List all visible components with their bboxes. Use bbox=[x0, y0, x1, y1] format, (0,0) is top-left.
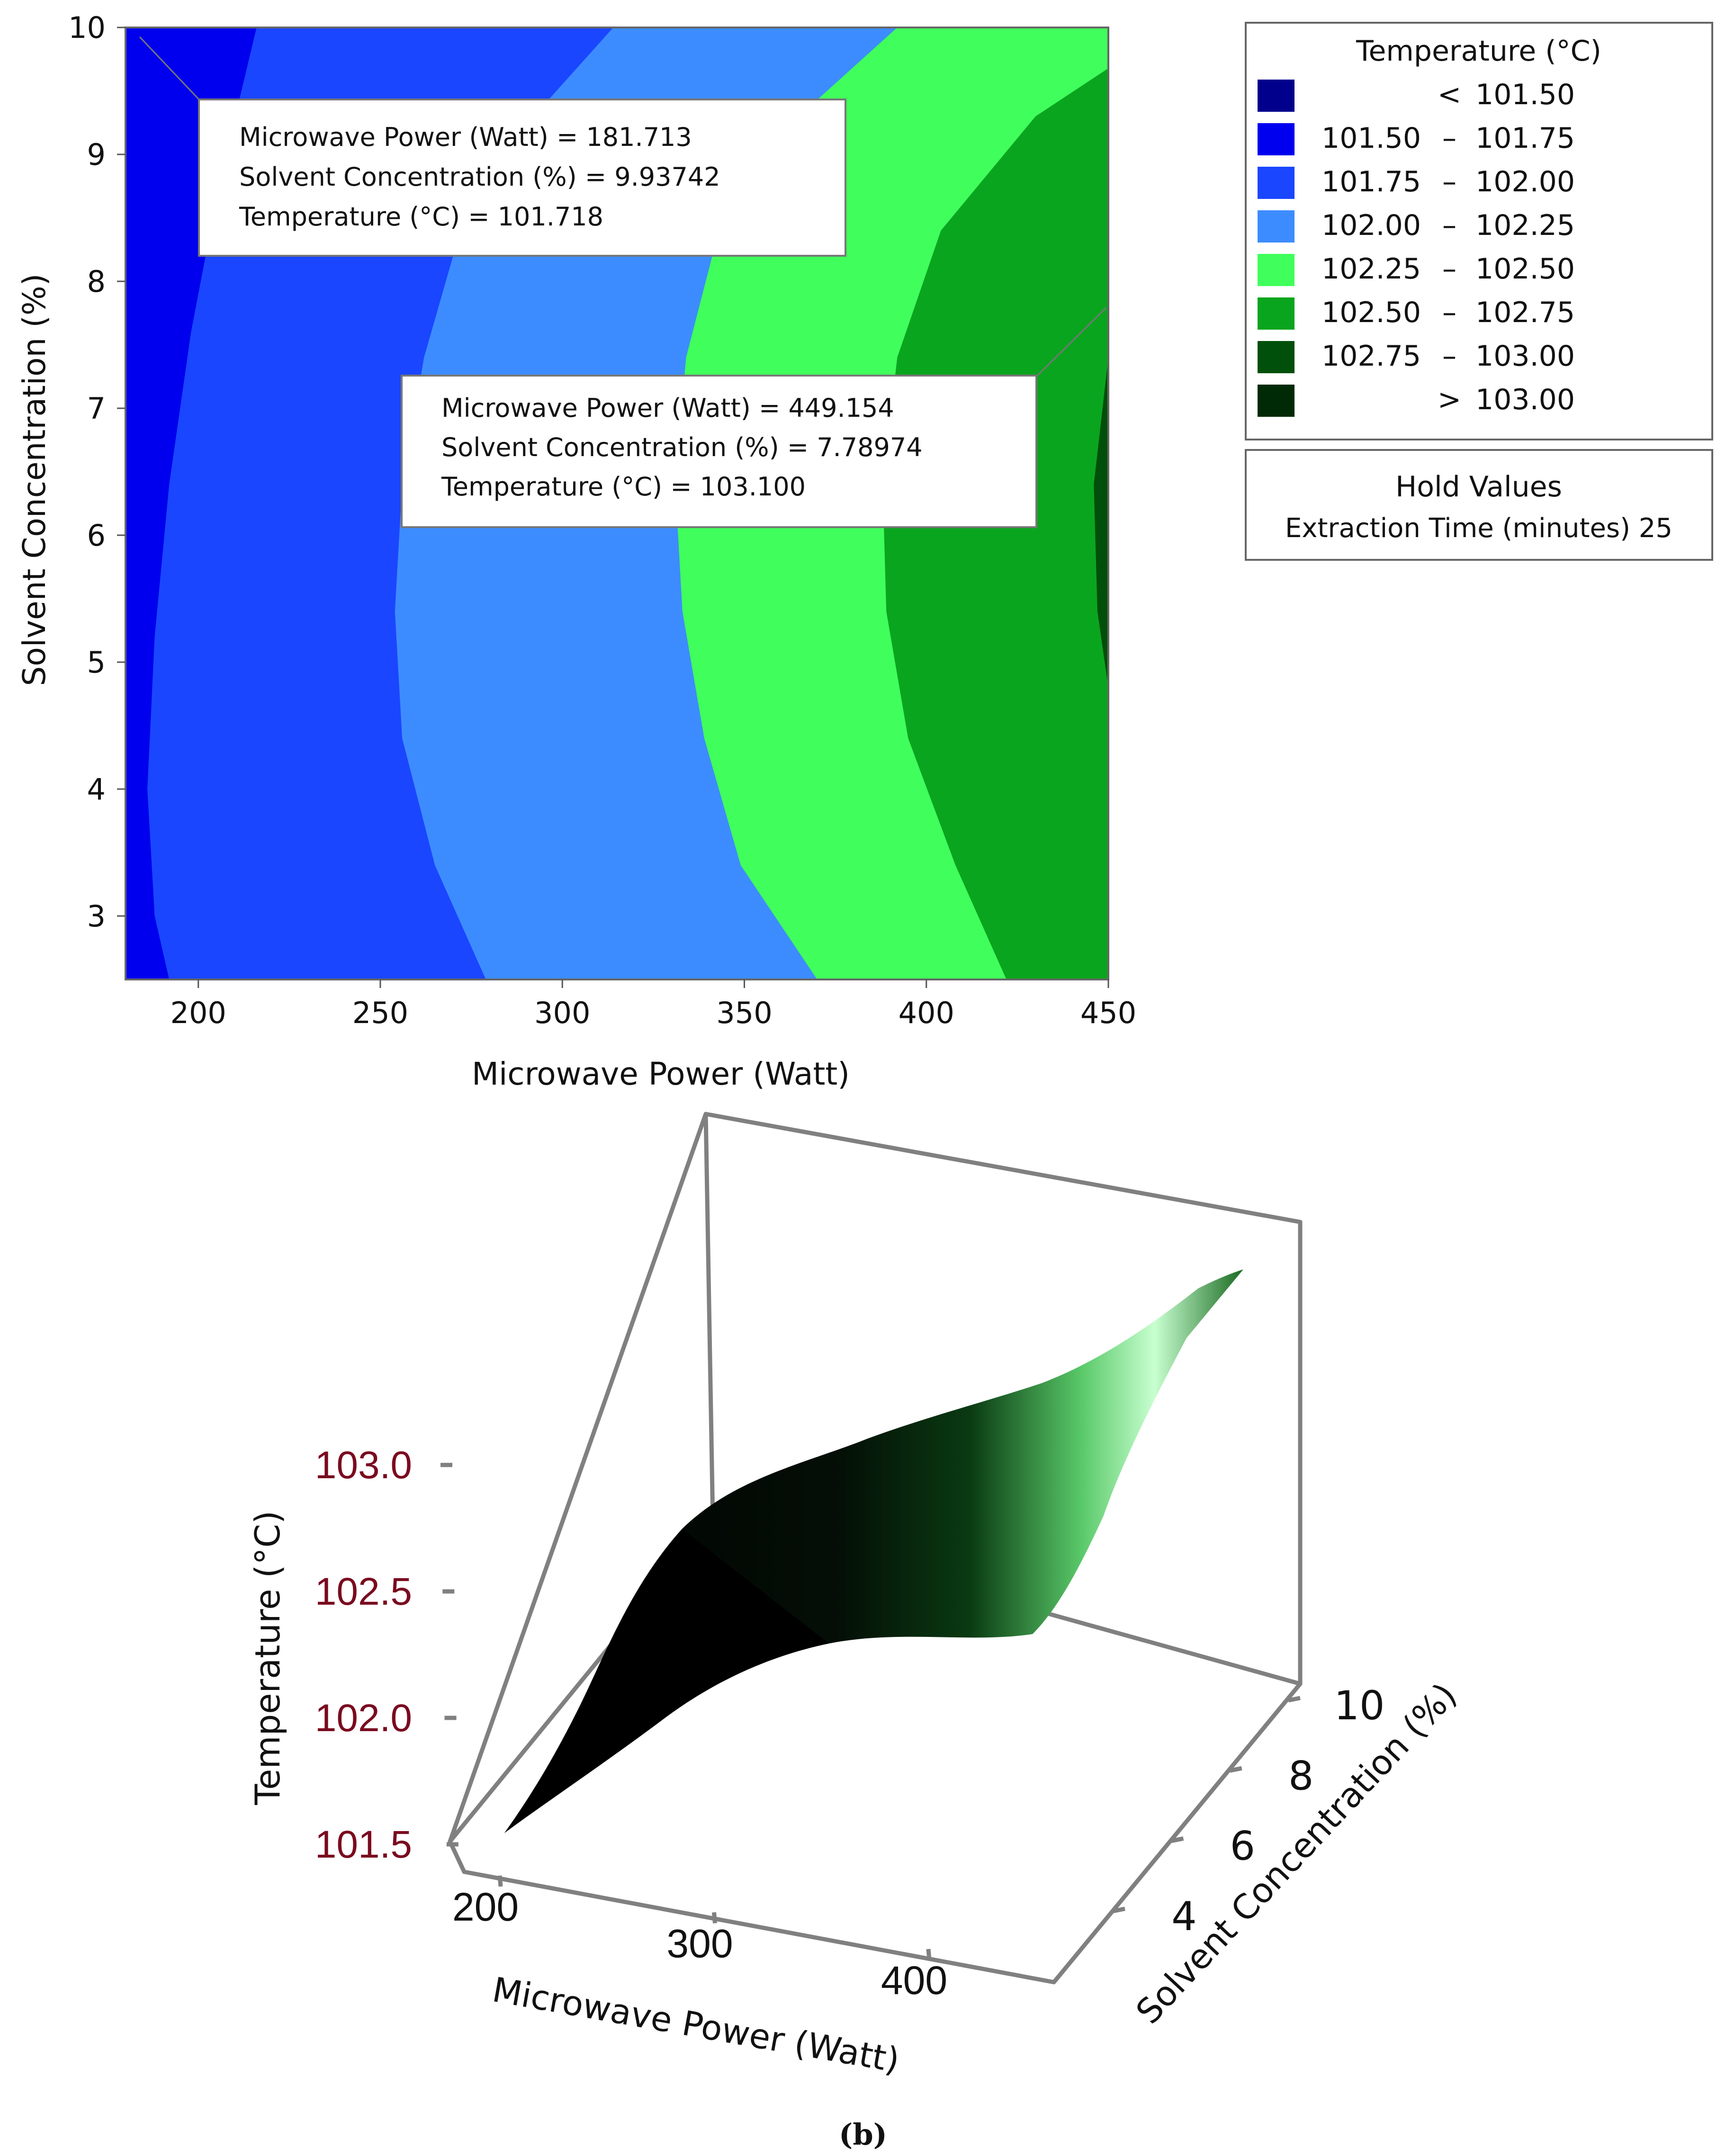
legend-swatch bbox=[1258, 167, 1294, 199]
surface-y-tick-label: 4 bbox=[1171, 1893, 1196, 1940]
contour-y-tick-label: 8 bbox=[87, 264, 106, 299]
contour-x-tick-label: 300 bbox=[534, 996, 590, 1030]
legend-range-high: 103.00 bbox=[1475, 383, 1575, 416]
contour-x-tick-label: 400 bbox=[899, 996, 954, 1030]
legend-range-high: 101.75 bbox=[1475, 122, 1575, 155]
surface-z-axis-label: Temperature (°C) bbox=[248, 1510, 288, 1805]
surface-y-tick-mark bbox=[1229, 1766, 1242, 1773]
legend-range-high: 102.25 bbox=[1475, 209, 1575, 242]
legend-separator: > bbox=[1438, 383, 1461, 416]
legend-separator: < bbox=[1438, 78, 1461, 111]
contour-band bbox=[1094, 357, 1108, 688]
surface-z-tick-label: 102.5 bbox=[315, 1570, 412, 1613]
contour-x-tick-label: 200 bbox=[171, 996, 226, 1030]
annotation-2-line-1: Microwave Power (Watt) = 449.154 bbox=[441, 393, 894, 423]
contour-y-axis-label: Solvent Concentration (%) bbox=[16, 273, 53, 686]
contour-y-tick-label: 7 bbox=[87, 391, 106, 426]
surface-x-tick-mark bbox=[926, 1949, 932, 1960]
legend-range-high: 102.00 bbox=[1475, 165, 1575, 198]
legend-swatch bbox=[1258, 385, 1294, 417]
surface-y-tick-mark bbox=[1288, 1696, 1301, 1703]
surface-x-tick-label: 300 bbox=[666, 1922, 733, 1966]
surface-y-tick-label: 8 bbox=[1288, 1752, 1313, 1799]
legend-swatch bbox=[1258, 210, 1294, 243]
surface-x-tick-label: 400 bbox=[881, 1958, 947, 2003]
legend-swatch bbox=[1258, 297, 1294, 330]
surface-z-tick-label: 101.5 bbox=[315, 1823, 412, 1866]
figure-caption: (b) bbox=[839, 2117, 887, 2152]
hold-values-box: Hold Values Extraction Time (minutes) 25 bbox=[1245, 449, 1713, 561]
surface-shading bbox=[504, 1529, 829, 1833]
contour-plot-frame bbox=[125, 27, 1109, 980]
legend-separator: – bbox=[1442, 165, 1456, 198]
annotation-box-1: Microwave Power (Watt) = 181.713 Solvent… bbox=[198, 99, 846, 257]
legend-range-low: 101.75 bbox=[1321, 165, 1421, 198]
hold-values-text: Extraction Time (minutes) 25 bbox=[1285, 513, 1672, 544]
legend-swatch bbox=[1258, 123, 1294, 155]
hold-values-title: Hold Values bbox=[1395, 470, 1562, 503]
surface-z-tick-label: 102.0 bbox=[315, 1697, 412, 1740]
legend-range-high: 101.50 bbox=[1475, 78, 1575, 111]
legend-separator: – bbox=[1442, 209, 1456, 242]
legend-swatch bbox=[1258, 80, 1294, 112]
contour-chart: 200 250 300 350 400 450 3 4 5 6 7 8 9 10 Microwave P… bbox=[16, 10, 1136, 1092]
legend-swatch bbox=[1258, 254, 1294, 286]
annotation-1-leader bbox=[139, 36, 200, 100]
contour-y-tick-label: 4 bbox=[87, 772, 106, 807]
contour-y-tick-label: 3 bbox=[87, 899, 106, 934]
annotation-1-line-1: Microwave Power (Watt) = 181.713 bbox=[239, 122, 692, 152]
annotation-box-2: Microwave Power (Watt) = 449.154 Solvent… bbox=[401, 375, 1037, 528]
surface-y-tick-label: 6 bbox=[1230, 1823, 1255, 1869]
surface-x-tick-mark bbox=[497, 1875, 503, 1887]
surface-chart: 101.5 102.0 102.5 103.0 200 300 400 468 10 Tem… bbox=[248, 1112, 1465, 2080]
legend-separator: – bbox=[1442, 122, 1456, 155]
annotation-2-leader bbox=[1036, 307, 1107, 377]
legend-range-low: 102.00 bbox=[1321, 209, 1421, 242]
legend-range-low: 102.50 bbox=[1321, 296, 1421, 329]
legend-separator: – bbox=[1442, 296, 1456, 329]
contour-y-tick-label: 9 bbox=[87, 137, 106, 172]
contour-x-tick-label: 250 bbox=[352, 996, 408, 1030]
contour-y-tick-label: 10 bbox=[68, 10, 106, 45]
surface-y-tick-mark bbox=[1171, 1836, 1184, 1843]
contour-x-axis-label: Microwave Power (Watt) bbox=[472, 1056, 850, 1092]
surface-y-axis-label: Solvent Concentration (%) bbox=[1128, 1675, 1465, 2031]
contour-y-tick-label: 5 bbox=[87, 645, 106, 680]
surface-y-tick-mark bbox=[1113, 1906, 1125, 1913]
contour-legend: Temperature (°C) <101.50101.50–101.75101… bbox=[1245, 22, 1713, 440]
legend-range-low: 102.25 bbox=[1321, 252, 1421, 286]
legend-title: Temperature (°C) bbox=[1356, 35, 1601, 68]
contour-x-tick-label: 350 bbox=[716, 996, 772, 1030]
surface-x-axis-label: Microwave Power (Watt) bbox=[489, 1969, 902, 2080]
annotation-1-line-3: Temperature (°C) = 101.718 bbox=[239, 202, 603, 232]
surface-y-tick-label: 10 bbox=[1334, 1682, 1385, 1729]
annotation-2-line-2: Solvent Concentration (%) = 7.78974 bbox=[441, 432, 923, 462]
contour-x-tick-label: 450 bbox=[1080, 996, 1136, 1030]
annotation-2-line-3: Temperature (°C) = 103.100 bbox=[441, 472, 806, 502]
legend-separator: – bbox=[1442, 252, 1456, 286]
legend-separator: – bbox=[1442, 340, 1456, 373]
surface-x-tick-label: 200 bbox=[452, 1885, 519, 1929]
surface-z-tick-label: 103.0 bbox=[315, 1444, 412, 1487]
legend-range-high: 102.50 bbox=[1475, 252, 1575, 286]
surface-x-tick-mark bbox=[712, 1912, 717, 1923]
legend-range-high: 102.75 bbox=[1475, 296, 1575, 329]
contour-y-tick-label: 6 bbox=[87, 518, 106, 553]
legend-range-low: 102.75 bbox=[1321, 340, 1421, 373]
legend-range-low: 101.50 bbox=[1321, 122, 1421, 155]
annotation-1-line-2: Solvent Concentration (%) = 9.93742 bbox=[239, 162, 720, 192]
legend-swatch bbox=[1258, 341, 1294, 373]
legend-range-high: 103.00 bbox=[1475, 340, 1575, 373]
